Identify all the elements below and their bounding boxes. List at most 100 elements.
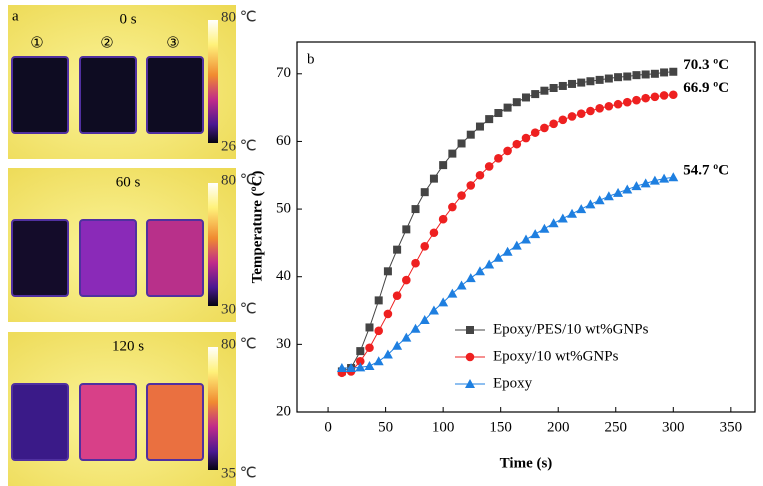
marker: [484, 162, 494, 171]
marker: [548, 218, 559, 228]
marker: [586, 77, 595, 86]
marker: [641, 70, 650, 79]
marker: [650, 92, 660, 102]
marker: [622, 184, 633, 194]
scale-min: 35 ℃: [221, 465, 257, 481]
marker: [485, 115, 494, 124]
marker: [447, 288, 458, 298]
marker: [521, 133, 531, 143]
legend-marker: [465, 379, 475, 388]
marker: [457, 191, 466, 200]
marker: [660, 68, 669, 77]
marker: [364, 361, 375, 371]
marker: [356, 347, 365, 356]
color-bar: [208, 183, 218, 306]
sample-label: ①: [30, 35, 43, 51]
marker: [530, 229, 541, 239]
marker: [631, 181, 642, 191]
thermal-images: 80 ℃ 26 ℃ 0 s 80 ℃ 30 ℃ 60 s 80 ℃ 35 ℃ 120 s a① ② ③: [8, 5, 257, 486]
marker: [576, 109, 586, 119]
time-label: 0 s: [119, 11, 136, 27]
marker: [558, 115, 568, 125]
marker: [668, 90, 678, 100]
marker: [346, 363, 357, 373]
marker: [659, 173, 670, 183]
y-tick-label: 60: [276, 133, 291, 149]
marker: [493, 252, 504, 262]
marker: [484, 259, 495, 269]
marker: [382, 349, 393, 359]
marker: [429, 174, 438, 183]
marker: [373, 356, 384, 366]
sample-square: [79, 219, 137, 297]
marker: [558, 81, 567, 90]
x-tick-label: 250: [605, 419, 628, 435]
marker: [392, 291, 402, 300]
marker: [604, 74, 613, 83]
plot-frame: [296, 41, 756, 413]
marker: [613, 99, 623, 109]
marker: [448, 149, 457, 158]
x-tick-label: 350: [720, 419, 743, 435]
sample-square: [146, 383, 204, 461]
sample-square: [146, 219, 204, 297]
marker: [632, 95, 641, 105]
x-tick-label: 100: [432, 419, 455, 435]
marker: [355, 356, 365, 366]
marker: [456, 280, 467, 290]
color-bar: [208, 20, 218, 143]
marker: [549, 83, 558, 92]
marker: [374, 296, 383, 305]
y-tick-label: 40: [276, 268, 291, 284]
marker: [465, 273, 476, 283]
marker: [557, 213, 568, 223]
color-bar: [208, 347, 218, 470]
marker: [603, 191, 614, 201]
marker: [448, 202, 457, 212]
marker: [411, 205, 420, 214]
marker: [540, 123, 549, 133]
marker: [474, 266, 485, 276]
marker: [402, 275, 411, 285]
marker: [393, 245, 402, 254]
x-tick-label: 300: [662, 419, 685, 435]
marker: [466, 181, 476, 190]
marker: [355, 362, 366, 372]
marker: [439, 161, 448, 170]
y-axis-label: Temperature (ºC): [249, 171, 265, 284]
marker: [410, 323, 421, 333]
time-label: 60 s: [116, 174, 141, 190]
marker: [419, 315, 430, 325]
sample-square: [11, 383, 69, 461]
sample-square: [79, 56, 137, 134]
marker: [503, 103, 512, 112]
sample-square: [11, 219, 69, 297]
marker: [438, 214, 448, 224]
marker: [475, 170, 485, 180]
scale-min: 26 ℃: [221, 138, 257, 154]
marker: [668, 172, 679, 182]
sample-square: [146, 56, 204, 134]
marker: [586, 106, 595, 116]
sample-square: [79, 383, 137, 461]
chart: 0 50 100 150 200 250 300 350 20 30 40 50 60 70 Time (s…: [249, 41, 756, 471]
marker: [594, 195, 605, 205]
marker: [522, 93, 530, 102]
marker: [567, 208, 578, 218]
marker: [531, 90, 540, 99]
sample-label: ③: [166, 35, 179, 51]
marker: [503, 146, 512, 156]
marker: [669, 67, 678, 76]
marker: [540, 86, 549, 95]
marker: [365, 343, 374, 353]
marker: [539, 223, 550, 233]
time-label: 120 s: [112, 338, 144, 354]
y-tick-label: 20: [276, 403, 291, 419]
marker: [640, 178, 651, 188]
y-tick-label: 70: [276, 65, 291, 81]
end-annotation: 70.3 ºC: [683, 57, 729, 73]
marker: [438, 297, 449, 307]
legend-label: Epoxy: [493, 375, 533, 391]
marker: [420, 188, 429, 197]
marker: [595, 75, 604, 84]
